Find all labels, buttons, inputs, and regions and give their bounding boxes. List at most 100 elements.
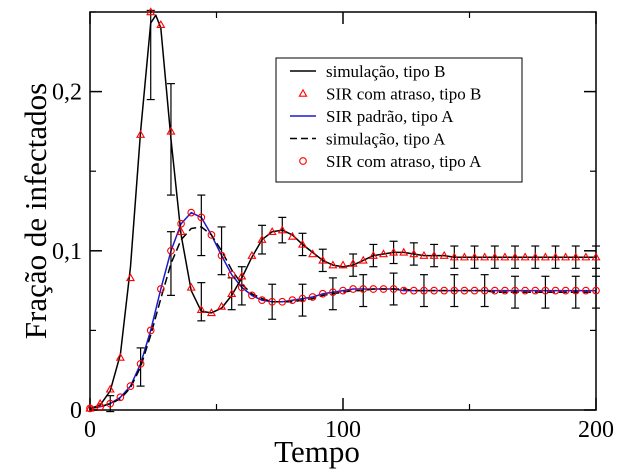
data-point [257, 234, 267, 243]
data-point [378, 249, 389, 258]
data-point [480, 286, 489, 295]
data-point [177, 219, 185, 228]
data-point [248, 291, 256, 300]
data-point [237, 271, 247, 280]
data-point [582, 286, 590, 295]
data-point [167, 246, 175, 255]
data-point [419, 250, 429, 259]
data-point [409, 249, 419, 258]
legend-label: simulação, tipo A [326, 130, 446, 149]
data-point [571, 252, 581, 261]
data-point [267, 226, 277, 235]
data-point [156, 285, 165, 293]
data-point [298, 294, 307, 303]
data-point [480, 252, 490, 261]
data-point [308, 293, 317, 301]
data-point [531, 286, 540, 295]
data-point [470, 252, 480, 261]
data-point [409, 286, 418, 295]
data-point [146, 7, 156, 16]
data-point [440, 286, 449, 295]
data-point [459, 252, 469, 261]
data-point [288, 296, 297, 305]
data-point [96, 402, 104, 411]
y-tick-label: 0,1 [52, 239, 82, 265]
data-point [592, 286, 600, 295]
data-point [95, 398, 105, 407]
legend-label: SIR com atraso, tipo A [326, 152, 482, 171]
legend-swatch [298, 88, 308, 97]
series-sir-padrao-tipo-a [89, 211, 596, 410]
data-point [399, 247, 409, 256]
data-point [551, 286, 560, 295]
data-point [389, 285, 398, 293]
legend-box [275, 57, 523, 183]
legend-swatch [299, 157, 307, 165]
x-tick-label: 100 [325, 417, 361, 443]
y-tick-label: 0,2 [52, 80, 82, 106]
data-point [430, 286, 438, 295]
data-point [358, 255, 368, 264]
data-point [530, 252, 540, 261]
data-point [297, 239, 308, 248]
data-point [521, 286, 530, 295]
data-point [217, 251, 226, 260]
data-point [501, 286, 509, 295]
plot-area: 0 100 200 0 0,1 0,2 [52, 7, 614, 443]
data-point [125, 273, 136, 282]
data-point [500, 252, 510, 261]
data-point [429, 250, 439, 259]
data-point [359, 285, 368, 293]
series-line [89, 14, 596, 410]
data-point [166, 126, 176, 135]
data-point [287, 231, 297, 240]
y-tick-label: 0 [70, 398, 82, 424]
data-point [86, 404, 94, 413]
data-point [561, 286, 570, 295]
x-axis-label: Tempo [274, 434, 360, 469]
data-point [206, 308, 216, 317]
y-axis-label: Fração de infectados [18, 83, 53, 340]
data-point [156, 20, 166, 28]
data-point [227, 270, 236, 279]
data-point [217, 301, 227, 310]
data-point [399, 286, 408, 295]
data-point [328, 260, 338, 269]
data-point [176, 226, 186, 235]
series-line [89, 226, 596, 410]
data-point [490, 286, 499, 295]
data-point [439, 250, 449, 259]
data-point [308, 249, 318, 258]
data-point [369, 285, 378, 293]
data-point [237, 283, 246, 292]
data-point [136, 359, 145, 368]
data-point [449, 252, 459, 261]
data-point [450, 286, 459, 295]
data-point [207, 231, 216, 239]
data-point [126, 382, 135, 390]
data-point [197, 213, 206, 222]
data-point [318, 255, 328, 264]
data-point [339, 286, 347, 295]
data-point [420, 286, 428, 295]
data-point [329, 288, 337, 297]
series-simulacao-tipo-b [89, 9, 600, 410]
data-point [247, 250, 257, 259]
data-point [571, 286, 580, 295]
data-point [490, 252, 500, 261]
data-point [318, 289, 327, 298]
data-point [368, 250, 378, 259]
data-point [115, 352, 125, 361]
data-point [277, 225, 287, 234]
legend-label: simulação, tipo B [326, 62, 445, 81]
data-point [85, 403, 95, 412]
data-point [136, 129, 146, 138]
axis-ticks [89, 11, 597, 411]
data-point [268, 297, 277, 306]
data-point [146, 326, 155, 335]
data-point [541, 286, 550, 295]
series-layer [85, 7, 601, 413]
series-line [89, 211, 596, 410]
data-point [550, 252, 561, 261]
